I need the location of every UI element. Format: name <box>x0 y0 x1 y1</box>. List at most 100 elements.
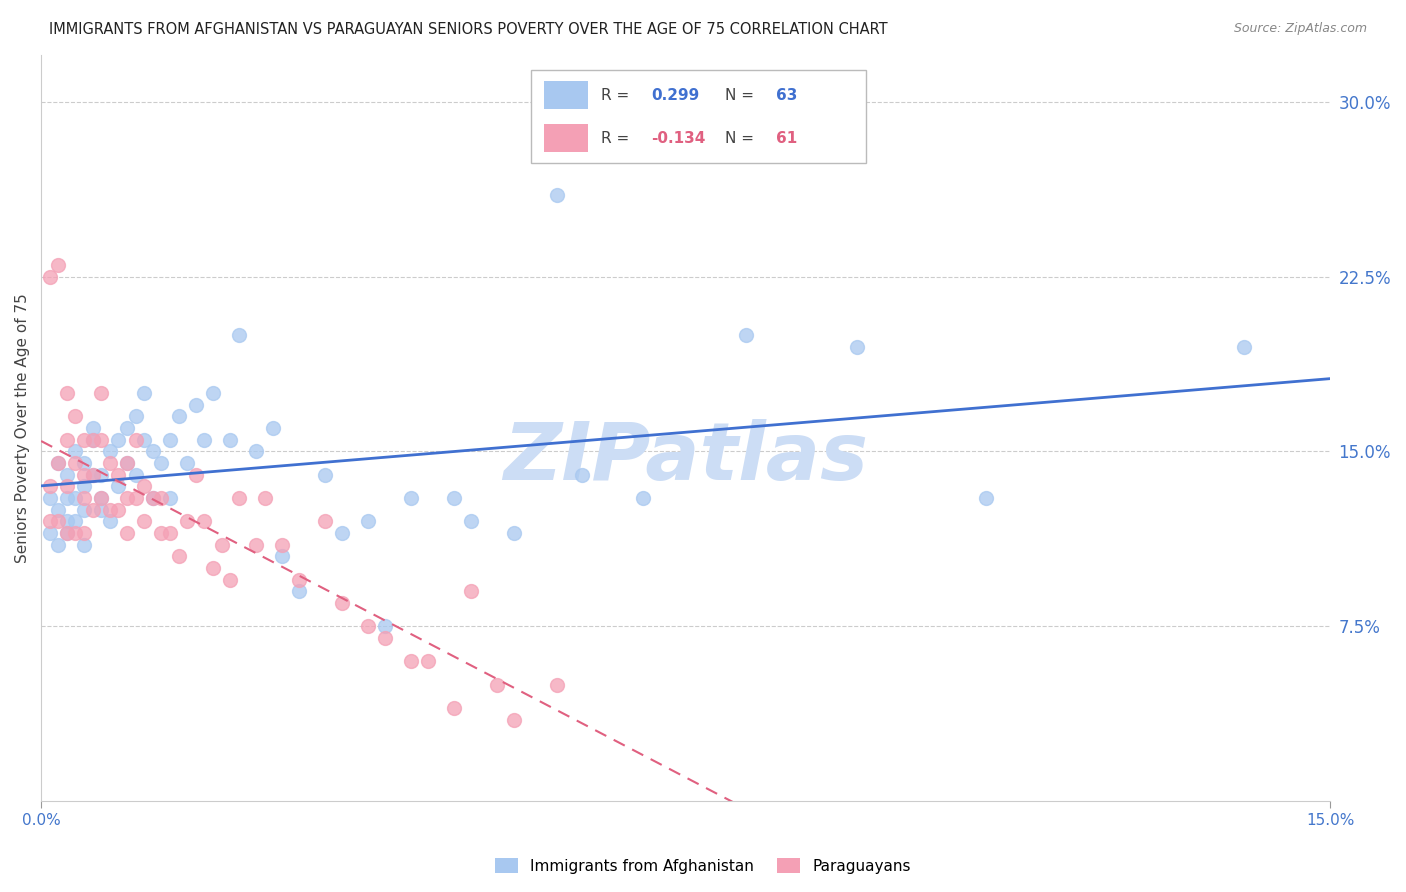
Point <box>399 654 422 668</box>
Point <box>443 701 465 715</box>
Point <box>38 479 60 493</box>
Point <box>159 491 181 505</box>
Point <box>82 502 104 516</box>
Point <box>90 491 112 505</box>
Point <box>107 502 129 516</box>
Point <box>38 491 60 505</box>
Point <box>134 479 156 493</box>
Point <box>460 515 482 529</box>
Point <box>65 491 87 505</box>
Point <box>201 561 224 575</box>
Point <box>107 479 129 493</box>
Text: Source: ZipAtlas.com: Source: ZipAtlas.com <box>1233 22 1367 36</box>
Point <box>150 456 173 470</box>
Point <box>150 526 173 541</box>
Point <box>228 327 250 342</box>
Point <box>65 409 87 424</box>
Point <box>245 444 267 458</box>
Point <box>124 467 146 482</box>
Y-axis label: Seniors Poverty Over the Age of 75: Seniors Poverty Over the Age of 75 <box>15 293 30 563</box>
Point <box>124 433 146 447</box>
Point <box>270 549 292 564</box>
Point <box>184 467 207 482</box>
Point <box>115 491 138 505</box>
Point <box>356 619 378 633</box>
Point <box>124 491 146 505</box>
Point <box>193 433 215 447</box>
Point <box>46 538 69 552</box>
Point <box>416 654 439 668</box>
Point <box>184 398 207 412</box>
Text: ZIPatlas: ZIPatlas <box>503 419 868 497</box>
Point <box>1233 340 1256 354</box>
Point <box>270 538 292 552</box>
Text: IMMIGRANTS FROM AFGHANISTAN VS PARAGUAYAN SENIORS POVERTY OVER THE AGE OF 75 COR: IMMIGRANTS FROM AFGHANISTAN VS PARAGUAYA… <box>49 22 887 37</box>
Point <box>65 526 87 541</box>
Point <box>546 677 568 691</box>
Point <box>443 491 465 505</box>
Point <box>98 456 121 470</box>
Point <box>46 515 69 529</box>
Point <box>107 467 129 482</box>
Point <box>124 409 146 424</box>
Legend: Immigrants from Afghanistan, Paraguayans: Immigrants from Afghanistan, Paraguayans <box>489 852 917 880</box>
Point <box>228 491 250 505</box>
Point <box>314 467 336 482</box>
Point <box>56 479 79 493</box>
Point <box>167 409 190 424</box>
Point <box>314 515 336 529</box>
Point <box>46 456 69 470</box>
Point <box>176 456 198 470</box>
Point <box>65 515 87 529</box>
Point <box>73 456 96 470</box>
Point <box>502 526 524 541</box>
Point <box>73 526 96 541</box>
Point <box>115 456 138 470</box>
Point <box>90 386 112 401</box>
Point <box>485 677 508 691</box>
Point <box>176 515 198 529</box>
Point <box>193 515 215 529</box>
Point <box>211 538 233 552</box>
Point <box>98 515 121 529</box>
Point <box>56 491 79 505</box>
Point <box>90 467 112 482</box>
Point <box>82 433 104 447</box>
Point <box>288 573 311 587</box>
Point <box>330 596 353 610</box>
Point <box>460 584 482 599</box>
Point <box>38 515 60 529</box>
Point <box>56 526 79 541</box>
Point <box>56 515 79 529</box>
Point <box>38 269 60 284</box>
Point <box>356 515 378 529</box>
Point <box>82 467 104 482</box>
Point <box>73 502 96 516</box>
Point <box>846 340 869 354</box>
Point <box>167 549 190 564</box>
Point <box>73 538 96 552</box>
Point <box>330 526 353 541</box>
Point <box>546 188 568 202</box>
Point <box>115 421 138 435</box>
Point <box>73 491 96 505</box>
Point <box>46 456 69 470</box>
Point <box>245 538 267 552</box>
Point <box>107 433 129 447</box>
Point <box>56 526 79 541</box>
Point <box>142 491 165 505</box>
Point <box>115 456 138 470</box>
Point <box>399 491 422 505</box>
Point <box>253 491 276 505</box>
Point <box>219 433 242 447</box>
Point <box>374 619 396 633</box>
Point <box>82 421 104 435</box>
Point <box>159 433 181 447</box>
Point <box>201 386 224 401</box>
Point <box>56 386 79 401</box>
Point <box>98 502 121 516</box>
Point <box>56 467 79 482</box>
Point <box>134 386 156 401</box>
Point <box>73 433 96 447</box>
Point <box>82 433 104 447</box>
